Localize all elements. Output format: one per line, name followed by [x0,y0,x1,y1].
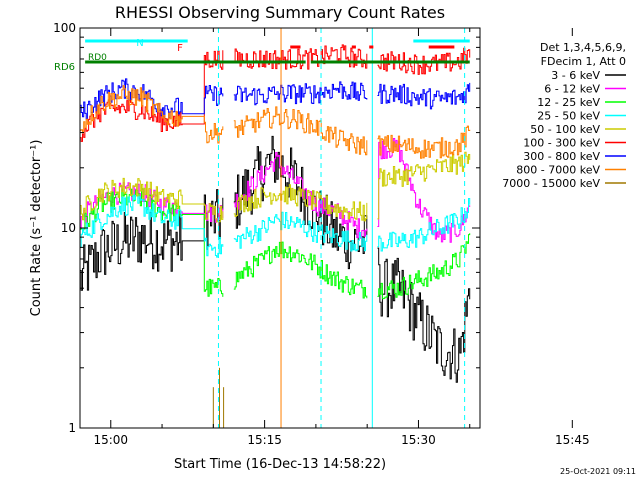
x-tick-label: 15:30 [401,433,436,447]
flare-bar [428,45,455,49]
axes: 15:0015:1515:3015:4516:0016:1516:3011010… [53,21,590,447]
y-axis-label: Count Rate (s⁻¹ detector⁻¹) [29,140,44,317]
legend: Det 1,3,4,5,6,9,FDecim 1, Att 03 - 6 keV… [502,41,626,190]
rd0-label: RD0 [88,53,107,63]
y-tick-label: 100 [53,21,76,35]
series-50-100-kev [80,151,471,223]
series-line [80,50,224,142]
series-line [377,233,471,300]
legend-label: 6 - 12 keV [544,83,600,96]
series-line [377,151,471,220]
legend-header-line: Det 1,3,4,5,6,9, [540,41,626,54]
rd6-bar [362,60,470,64]
series-line [377,125,471,159]
chart-title: RHESSI Observing Summary Count Rates [115,3,445,22]
rd6-bar [310,60,363,64]
night-bar [413,39,470,43]
series-line [233,135,368,270]
x-tick-label: 15:45 [555,433,590,447]
legend-label: 25 - 50 keV [537,110,600,123]
series-line [233,152,368,239]
series-line [377,198,471,252]
series-line [80,78,224,120]
timestamp: 25-Oct-2021 09:11 [560,467,636,476]
legend-label: 50 - 100 keV [530,123,600,136]
series-line [233,106,368,156]
rd6-bar [238,60,306,64]
series-line [233,81,368,106]
legend-label: 3 - 6 keV [551,69,600,82]
night-label: N [136,38,143,49]
series-25-50-kev [80,194,471,258]
series-line [233,211,368,252]
data-layer [80,28,471,428]
series-line [80,177,224,223]
legend-label: 300 - 800 keV [523,150,600,163]
series-7000-15000-kev [212,367,225,428]
x-tick-label: 15:00 [93,433,128,447]
y-tick-label: 10 [61,221,76,235]
annotation-bars [85,39,470,64]
series-line [80,189,224,291]
series-line [377,82,471,110]
series-line [233,184,368,222]
legend-label: 100 - 300 keV [523,137,600,150]
legend-label: 7000 - 15000 keV [502,177,600,190]
series-3-6-kev [80,135,471,383]
legend-label: 12 - 25 keV [537,96,600,109]
series-line [80,85,224,144]
series-300-800-kev [80,78,471,120]
series-line [377,138,471,243]
flare-bar [369,45,374,49]
legend-label: 800 - 7000 keV [516,164,600,177]
night-bar [85,39,188,43]
flare-bar [351,45,356,49]
flare-bar [290,45,301,49]
x-axis-label: Start Time (16-Dec-13 14:58:22) [174,457,386,472]
series-line [233,241,368,299]
series-800-7000-kev [80,85,471,159]
series-line [233,44,368,70]
rd6-bar [85,60,239,64]
series-line [377,47,471,75]
x-tick-label: 15:15 [247,433,282,447]
series-line [377,247,471,383]
flare-label: F [177,43,183,54]
y-tick-label: 1 [68,421,76,435]
series-line [80,194,224,258]
rd6-label: RD6 [54,62,75,73]
legend-header-line: FDecim 1, Att 0 [541,55,626,68]
